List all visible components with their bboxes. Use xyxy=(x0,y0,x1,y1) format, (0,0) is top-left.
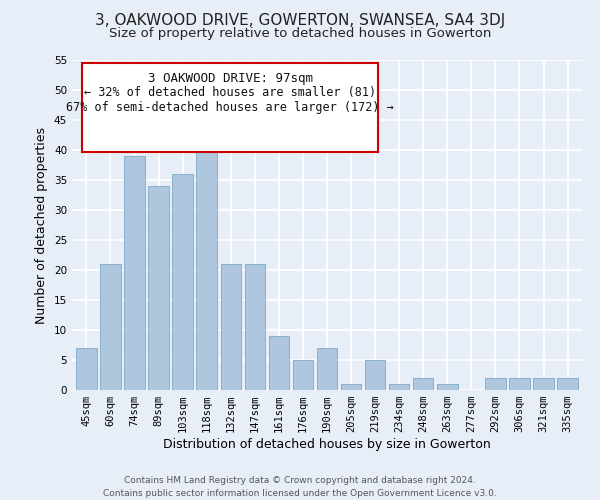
Bar xyxy=(437,384,458,390)
Text: 3, OAKWOOD DRIVE, GOWERTON, SWANSEA, SA4 3DJ: 3, OAKWOOD DRIVE, GOWERTON, SWANSEA, SA4… xyxy=(95,12,505,28)
Text: Contains HM Land Registry data © Crown copyright and database right 2024.
Contai: Contains HM Land Registry data © Crown c… xyxy=(103,476,497,498)
Bar xyxy=(76,348,97,390)
Bar xyxy=(148,186,169,390)
Text: Size of property relative to detached houses in Gowerton: Size of property relative to detached ho… xyxy=(109,28,491,40)
Text: 3 OAKWOOD DRIVE: 97sqm: 3 OAKWOOD DRIVE: 97sqm xyxy=(148,72,313,85)
Bar xyxy=(413,378,433,390)
FancyBboxPatch shape xyxy=(82,64,378,152)
Bar xyxy=(509,378,530,390)
Bar xyxy=(245,264,265,390)
Bar xyxy=(341,384,361,390)
Y-axis label: Number of detached properties: Number of detached properties xyxy=(35,126,49,324)
Text: 67% of semi-detached houses are larger (172) →: 67% of semi-detached houses are larger (… xyxy=(66,101,394,114)
Bar xyxy=(317,348,337,390)
Bar xyxy=(172,174,193,390)
Bar xyxy=(485,378,506,390)
Bar xyxy=(557,378,578,390)
Bar xyxy=(124,156,145,390)
Bar xyxy=(100,264,121,390)
Bar xyxy=(269,336,289,390)
Bar xyxy=(293,360,313,390)
Bar xyxy=(196,132,217,390)
Bar xyxy=(365,360,385,390)
Bar xyxy=(389,384,409,390)
X-axis label: Distribution of detached houses by size in Gowerton: Distribution of detached houses by size … xyxy=(163,438,491,451)
Bar xyxy=(533,378,554,390)
Text: ← 32% of detached houses are smaller (81): ← 32% of detached houses are smaller (81… xyxy=(84,86,376,100)
Bar xyxy=(221,264,241,390)
